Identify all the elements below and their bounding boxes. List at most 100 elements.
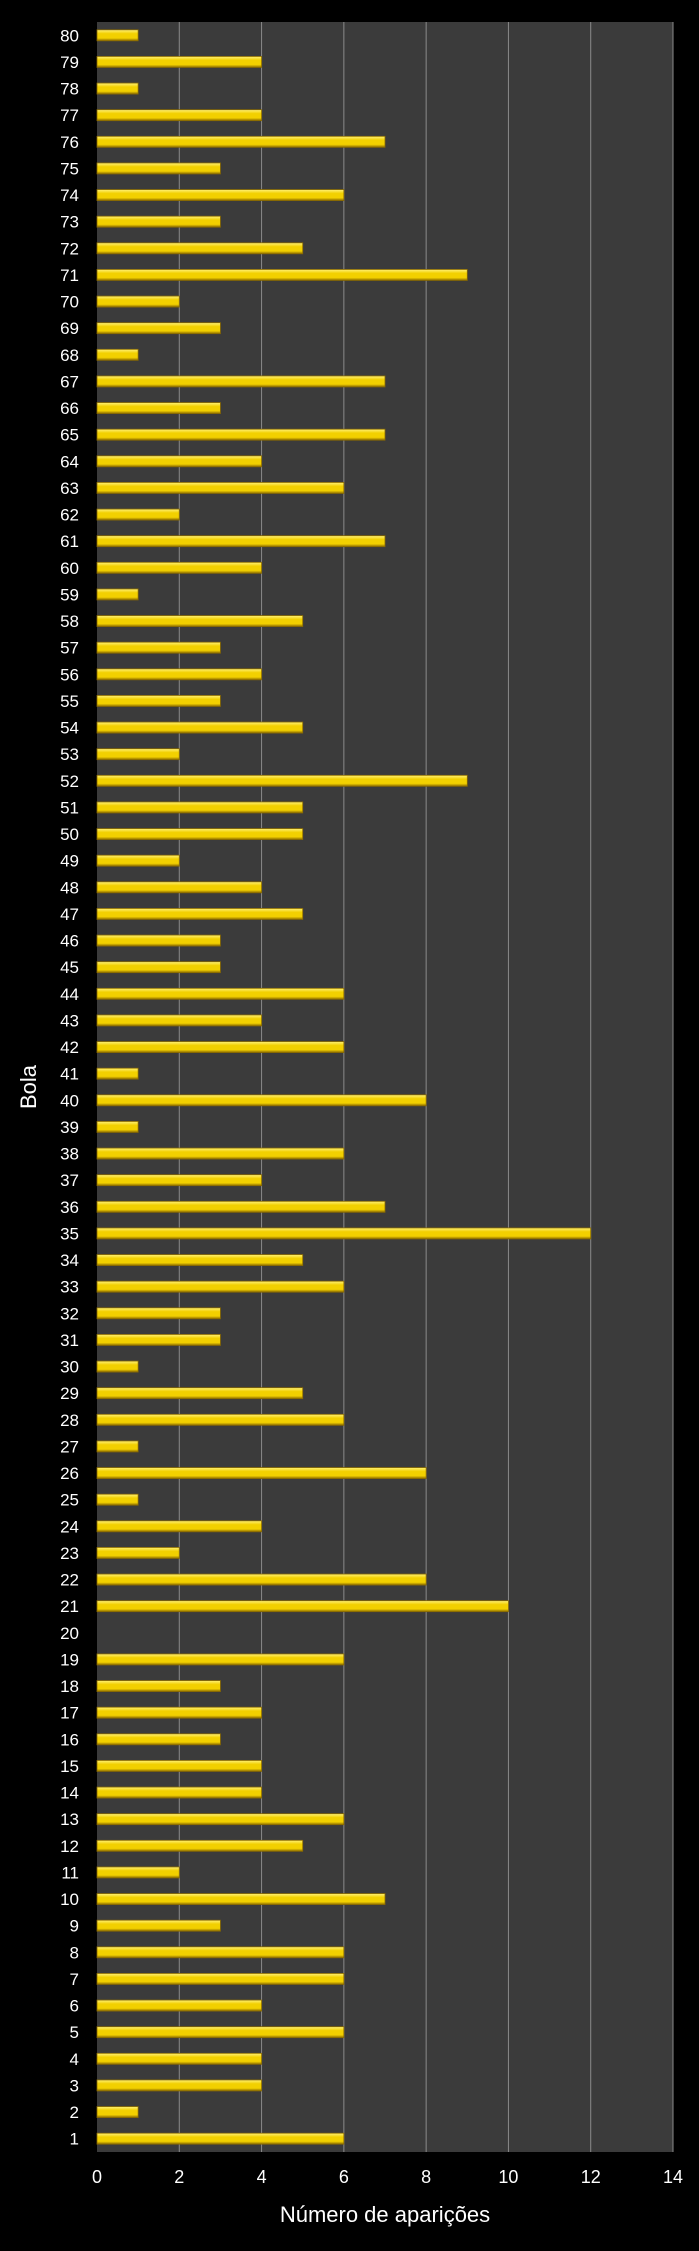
y-tick-label: 46 bbox=[60, 932, 79, 951]
y-tick-label: 24 bbox=[60, 1517, 79, 1536]
bar-bola-40 bbox=[96, 1094, 427, 1107]
y-tick-label: 27 bbox=[60, 1437, 79, 1456]
bar-bola-33 bbox=[96, 1280, 345, 1293]
y-tick-label: 2 bbox=[70, 2103, 79, 2122]
bar-bola-49 bbox=[96, 854, 180, 867]
bar-bola-34 bbox=[96, 1254, 304, 1266]
x-tick-label: 6 bbox=[339, 2167, 349, 2187]
y-tick-label: 41 bbox=[60, 1065, 79, 1084]
bar-bola-28 bbox=[96, 1413, 345, 1426]
bar-bola-35 bbox=[96, 1227, 592, 1240]
y-tick-label: 25 bbox=[60, 1491, 79, 1510]
bar-bola-26 bbox=[96, 1467, 427, 1479]
bar-bola-80 bbox=[96, 29, 139, 42]
y-tick-label: 74 bbox=[60, 186, 79, 205]
bar-bola-12 bbox=[96, 1839, 304, 1852]
bar-bola-1 bbox=[96, 2132, 345, 2145]
y-tick-label: 75 bbox=[60, 159, 79, 178]
y-tick-label: 32 bbox=[60, 1304, 79, 1323]
y-tick-label: 44 bbox=[60, 985, 79, 1004]
bar-bola-62 bbox=[96, 508, 180, 521]
y-tick-label: 29 bbox=[60, 1384, 79, 1403]
y-tick-label: 17 bbox=[60, 1704, 79, 1723]
y-tick-label: 3 bbox=[70, 2076, 79, 2095]
bar-bola-56 bbox=[96, 668, 262, 681]
y-tick-label: 63 bbox=[60, 479, 79, 498]
y-tick-label: 43 bbox=[60, 1011, 79, 1030]
bar-bola-19 bbox=[96, 1653, 345, 1666]
bar-bola-78 bbox=[96, 82, 139, 95]
y-tick-label: 15 bbox=[60, 1757, 79, 1776]
y-tick-label: 77 bbox=[60, 106, 79, 125]
bar-bola-8 bbox=[96, 1946, 345, 1959]
bar-bola-65 bbox=[96, 428, 386, 441]
bar-bola-23 bbox=[96, 1547, 180, 1559]
bar-bola-43 bbox=[96, 1014, 262, 1027]
y-tick-label: 21 bbox=[60, 1597, 79, 1616]
y-tick-label: 52 bbox=[60, 772, 79, 791]
x-tick-label: 8 bbox=[421, 2167, 431, 2187]
bar-bola-69 bbox=[96, 322, 221, 335]
x-axis-title: Número de aparições bbox=[280, 2202, 490, 2227]
y-tick-label: 10 bbox=[60, 1890, 79, 1909]
y-tick-label: 45 bbox=[60, 958, 79, 977]
y-tick-label: 57 bbox=[60, 639, 79, 658]
y-tick-label: 51 bbox=[60, 798, 79, 817]
y-tick-label: 6 bbox=[70, 1997, 79, 2016]
bar-bola-14 bbox=[96, 1786, 262, 1799]
y-tick-label: 4 bbox=[70, 2050, 79, 2069]
y-tick-label: 69 bbox=[60, 319, 79, 338]
y-tick-label: 47 bbox=[60, 905, 79, 924]
y-tick-label: 14 bbox=[60, 1784, 79, 1803]
bar-bola-11 bbox=[96, 1866, 180, 1879]
bar-bola-27 bbox=[96, 1440, 139, 1453]
bar-bola-73 bbox=[96, 215, 221, 228]
bars bbox=[96, 29, 592, 2145]
y-tick-label: 12 bbox=[60, 1837, 79, 1856]
y-axis-title: Bola bbox=[16, 1064, 41, 1109]
bar-bola-67 bbox=[96, 375, 386, 388]
bar-bola-5 bbox=[96, 2026, 345, 2039]
bar-bola-6 bbox=[96, 1999, 262, 2012]
bar-bola-22 bbox=[96, 1573, 427, 1586]
y-tick-label: 61 bbox=[60, 532, 79, 551]
bar-bola-79 bbox=[96, 56, 262, 68]
y-tick-label: 76 bbox=[60, 133, 79, 152]
y-tick-label: 40 bbox=[60, 1091, 79, 1110]
y-tick-label: 78 bbox=[60, 80, 79, 99]
y-tick-label: 11 bbox=[61, 1863, 79, 1882]
y-tick-label: 30 bbox=[60, 1358, 79, 1377]
bar-bola-47 bbox=[96, 908, 304, 920]
y-tick-label: 35 bbox=[60, 1224, 79, 1243]
y-tick-labels: 1234567891011121314151617181920212223242… bbox=[60, 26, 79, 2148]
y-tick-label: 19 bbox=[60, 1650, 79, 1669]
bar-bola-15 bbox=[96, 1760, 262, 1772]
bar-bola-3 bbox=[96, 2079, 262, 2092]
y-tick-label: 79 bbox=[60, 53, 79, 72]
y-tick-label: 53 bbox=[60, 745, 79, 764]
y-tick-label: 26 bbox=[60, 1464, 79, 1483]
bar-bola-54 bbox=[96, 721, 304, 734]
y-tick-label: 37 bbox=[60, 1171, 79, 1190]
y-tick-label: 80 bbox=[60, 26, 79, 45]
y-tick-label: 55 bbox=[60, 692, 79, 711]
bar-bola-9 bbox=[96, 1919, 221, 1932]
bar-bola-7 bbox=[96, 1973, 345, 1985]
bar-bola-50 bbox=[96, 828, 304, 840]
y-tick-label: 36 bbox=[60, 1198, 79, 1217]
y-tick-label: 8 bbox=[70, 1943, 79, 1962]
y-tick-label: 1 bbox=[70, 2130, 79, 2149]
y-tick-label: 5 bbox=[70, 2023, 79, 2042]
bar-bola-17 bbox=[96, 1706, 262, 1719]
y-tick-label: 50 bbox=[60, 825, 79, 844]
y-tick-label: 42 bbox=[60, 1038, 79, 1057]
x-tick-labels: 0 2 4 6 8 10 12 14 bbox=[92, 2167, 683, 2187]
y-tick-label: 60 bbox=[60, 559, 79, 578]
bar-bola-32 bbox=[96, 1307, 221, 1320]
y-tick-label: 66 bbox=[60, 399, 79, 418]
bar-bola-37 bbox=[96, 1174, 262, 1187]
x-tick-label: 14 bbox=[663, 2167, 683, 2187]
y-tick-label: 59 bbox=[60, 585, 79, 604]
